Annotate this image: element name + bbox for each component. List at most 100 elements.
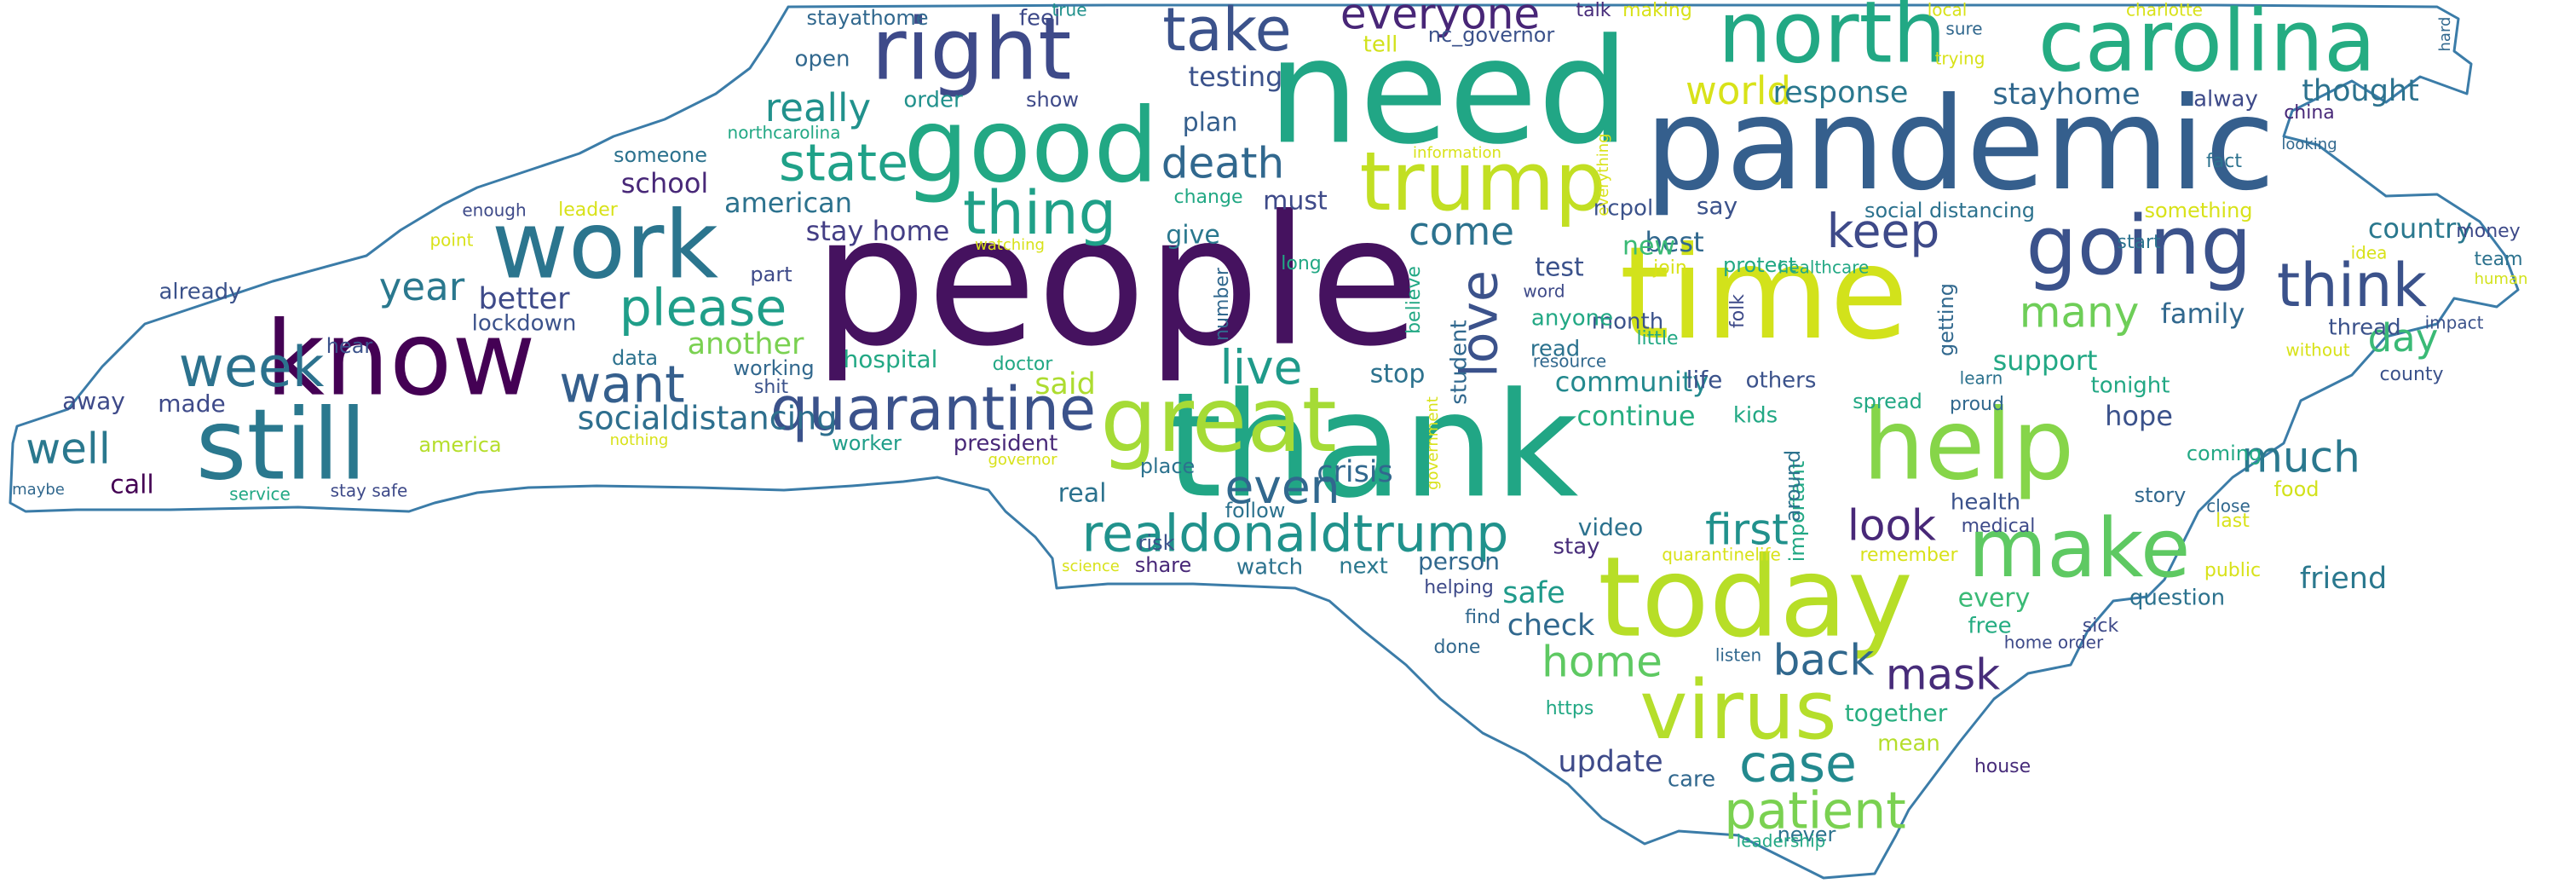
word-looking: looking — [2281, 136, 2337, 153]
word-leadership: leadership — [1737, 831, 1826, 852]
word-everything: everything — [1594, 133, 1612, 216]
word-everyone: everyone — [1340, 0, 1540, 39]
word-listen: listen — [1715, 645, 1761, 666]
word-new: new — [1622, 232, 1675, 262]
word-close: close — [2206, 496, 2250, 517]
word-north: north — [1718, 0, 1946, 82]
word-making: making — [1622, 0, 1692, 21]
word-realdonaldtrump: realdonaldtrump — [1082, 505, 1509, 564]
word-continue: continue — [1576, 400, 1695, 432]
word-home: home — [1542, 638, 1663, 687]
word-long: long — [1281, 253, 1321, 274]
word-part: part — [750, 263, 792, 286]
word-risk: risk — [1138, 531, 1175, 555]
word-think: think — [2277, 251, 2428, 320]
word-learn: learn — [1960, 368, 2003, 389]
word-school: school — [621, 167, 709, 199]
word-service: service — [229, 484, 291, 505]
word-live: live — [1220, 340, 1303, 395]
word-ncpol: ncpol — [1593, 196, 1653, 222]
word-take: take — [1162, 0, 1291, 65]
word-america: america — [418, 433, 501, 457]
word-family: family — [2161, 297, 2245, 330]
word-story: story — [2135, 483, 2187, 507]
word-safe: safe — [1502, 576, 1565, 610]
word-crisis: crisis — [1317, 455, 1393, 489]
word-know: know — [265, 301, 535, 419]
word-idea: idea — [2351, 243, 2388, 263]
word-person: person — [1418, 547, 1500, 575]
word-read: read — [1530, 337, 1581, 362]
word-going: going — [2026, 199, 2251, 293]
word-mask: mask — [1886, 650, 2000, 700]
word-word: word — [1523, 281, 1565, 302]
word-stayhome: stayhome — [1992, 78, 2140, 112]
word-someone: someone — [614, 143, 707, 167]
word-believe: believe — [1403, 266, 1425, 334]
word-number: number — [1212, 267, 1233, 341]
word-best: best — [1645, 226, 1703, 258]
word-test: test — [1535, 253, 1584, 283]
word-keep: keep — [1827, 204, 1939, 258]
word-without: without — [2285, 340, 2349, 361]
word-sure: sure — [1945, 19, 1982, 39]
word-want: want — [559, 355, 684, 415]
word-hear: hear — [326, 334, 373, 358]
word-stay-safe: stay safe — [331, 481, 408, 501]
word-something: something — [2144, 199, 2252, 222]
word-leader: leader — [558, 199, 619, 221]
word-around: around — [1781, 450, 1805, 522]
word-people: people — [813, 177, 1420, 386]
word-state: state — [779, 134, 908, 193]
word-data: data — [612, 346, 658, 370]
word-another: another — [688, 327, 804, 361]
word-give: give — [1166, 221, 1220, 251]
word-question: question — [2129, 586, 2225, 611]
word-free: free — [1968, 614, 2011, 639]
word-maybe: maybe — [12, 481, 65, 499]
word-death: death — [1161, 139, 1284, 188]
word-charlotte: charlotte — [2126, 0, 2203, 20]
word-never: never — [1778, 823, 1836, 846]
word-friend: friend — [2300, 562, 2387, 596]
word-done: done — [1434, 637, 1481, 658]
word-come: come — [1409, 209, 1514, 254]
word-plan: plan — [1183, 108, 1238, 138]
word-stop: stop — [1370, 360, 1426, 390]
word-sick: sick — [2083, 615, 2119, 637]
word-socialdistancing: socialdistancing — [578, 400, 838, 437]
word-doctor: doctor — [993, 354, 1054, 375]
word-science: science — [1062, 557, 1120, 575]
word-day: day — [2368, 315, 2439, 361]
word-follow: follow — [1225, 499, 1286, 523]
word-team: team — [2474, 249, 2522, 270]
word-real: real — [1058, 479, 1107, 509]
word-really: really — [765, 85, 871, 130]
word-said: said — [1034, 367, 1096, 401]
word-county: county — [2379, 364, 2443, 385]
word-governor: governor — [988, 451, 1057, 469]
word-away: away — [62, 387, 125, 415]
word-make: make — [1968, 502, 2191, 596]
word-working: working — [733, 356, 814, 380]
word-watching: watching — [975, 236, 1045, 254]
word-made: made — [158, 390, 225, 418]
word-little: little — [1636, 328, 1678, 349]
word-human: human — [2475, 270, 2528, 288]
word-coming: coming — [2187, 442, 2262, 465]
word-medical: medical — [1962, 516, 2036, 537]
word-video: video — [1578, 513, 1643, 541]
word-protect: protect — [1723, 253, 1796, 277]
word-even: even — [1225, 459, 1340, 514]
word-hospital: hospital — [844, 345, 938, 373]
word-virus: virus — [1640, 664, 1836, 758]
word-next: next — [1339, 554, 1388, 580]
word-important: important — [1785, 461, 1809, 563]
word-public: public — [2204, 560, 2261, 581]
word-place: place — [1140, 454, 1196, 478]
word-healthcare: healthcare — [1778, 257, 1870, 278]
word-worker: worker — [832, 431, 902, 455]
word-tell: tell — [1363, 32, 1398, 58]
